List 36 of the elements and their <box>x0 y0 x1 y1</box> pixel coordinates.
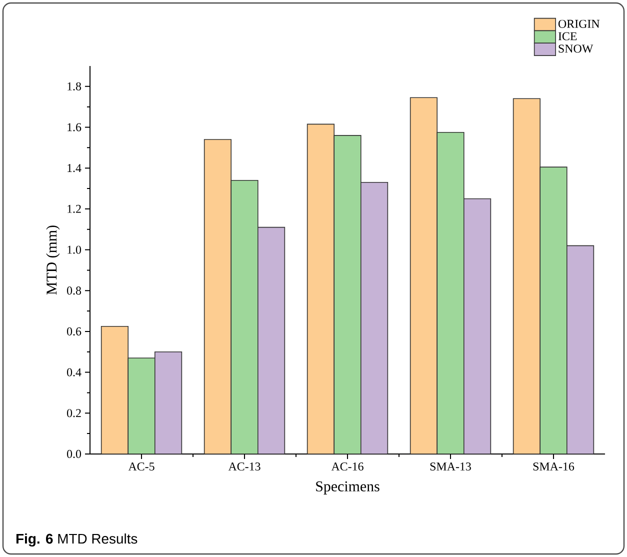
y-tick-label: 1.0 <box>68 246 82 254</box>
y-tick-label: 1.4 <box>68 164 82 172</box>
bar <box>410 97 438 454</box>
bar <box>540 166 568 454</box>
bar <box>258 226 286 454</box>
text: Fig. 6 MTD Results <box>16 533 138 547</box>
y-tick-label: 1.2 <box>68 204 81 213</box>
bar <box>464 198 492 454</box>
bar <box>512 98 541 454</box>
x-tick-label: AC-13 <box>228 462 260 471</box>
bar <box>154 351 182 454</box>
x-tick-label: SMA-16 <box>533 462 574 471</box>
x-tick-label: AC-16 <box>331 462 364 471</box>
y-tick-label: 0.2 <box>66 409 81 418</box>
bar <box>436 132 464 454</box>
bar <box>204 139 232 454</box>
x-axis-title: Specimens <box>316 481 380 494</box>
bar <box>566 245 594 454</box>
bar <box>100 326 129 454</box>
y-tick-label: 0.8 <box>66 286 82 295</box>
legend-label: ICE <box>558 32 577 40</box>
legend-label: SNOW <box>558 44 594 53</box>
bar <box>334 135 362 454</box>
bar <box>360 182 388 454</box>
y-axis-title: MTD (mm) <box>46 226 60 295</box>
y-tick-label: 1.8 <box>68 82 82 90</box>
y-tick-label: 0.0 <box>66 450 82 458</box>
x-tick-label: SMA-13 <box>430 462 471 471</box>
y-tick-label: 0.4 <box>66 368 82 376</box>
bar <box>306 124 335 454</box>
y-tick-label: 1.6 <box>68 123 82 132</box>
y-tick-label: 0.6 <box>66 327 82 336</box>
bar <box>230 180 258 454</box>
x-tick-label: AC-5 <box>128 462 154 471</box>
legend-label: ORIGIN <box>558 20 600 28</box>
bar <box>128 358 156 454</box>
